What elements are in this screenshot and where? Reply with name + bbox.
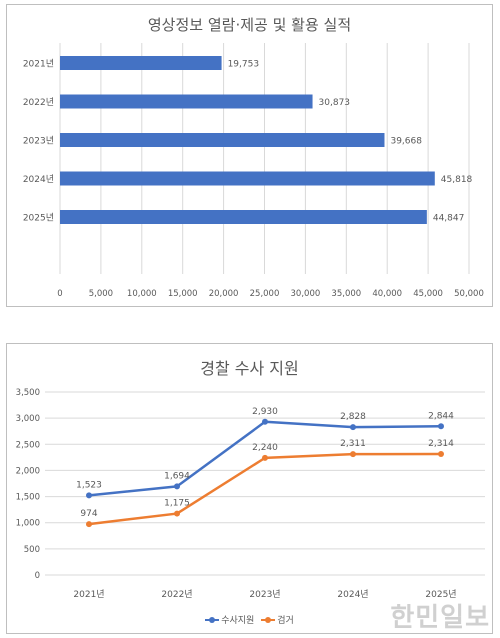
legend-item-arrest: 검거 (261, 613, 294, 626)
legend-item-investigation: 수사지원 (205, 613, 254, 626)
y-tick-label: 1,000 (16, 519, 40, 529)
bar-chart-title: 영상정보 열람·제공 및 활용 실적 (147, 16, 352, 34)
data-point (174, 483, 180, 490)
line-chart-legend: 수사지원 검거 (7, 613, 492, 626)
legend-label-investigation: 수사지원 (221, 616, 255, 626)
data-label: 2,844 (428, 411, 454, 421)
bar (60, 133, 385, 147)
data-label: 39,668 (390, 137, 422, 147)
data-point (262, 454, 268, 461)
data-label: 1,523 (76, 480, 102, 490)
legend-swatch-blue (205, 616, 220, 623)
x-tick-label: 15,000 (168, 289, 198, 299)
watermark-logo: 한민일보 (390, 603, 490, 633)
bar-chart-plot: 0 5,000 10,000 15,000 20,000 25,000 30,000 35,0… (23, 43, 484, 299)
x-tick-label: 35,000 (331, 289, 361, 299)
x-tick-label: 50,000 (454, 289, 484, 299)
y-tick-label: 2025년 (23, 213, 54, 224)
y-tick-label: 2022년 (23, 97, 54, 108)
data-label: 44,847 (433, 214, 465, 224)
x-tick-label: 2025년 (425, 589, 456, 600)
data-point (174, 510, 180, 517)
bar-chart-panel: 영상정보 열람·제공 및 활용 실적 0 5,000 10,000 15,000 20,… (6, 4, 493, 307)
y-tick-label: 0 (35, 571, 40, 581)
data-label: 2,930 (252, 407, 278, 417)
x-tick-label: 2022년 (161, 589, 192, 600)
data-point (438, 423, 444, 430)
y-tick-label: 2,000 (16, 466, 40, 476)
x-tick-label: 0 (57, 289, 62, 299)
data-label: 1,694 (164, 471, 190, 481)
y-tick-label: 3,500 (16, 388, 40, 398)
legend-label-arrest: 검거 (277, 616, 294, 626)
y-tick-label: 3,000 (16, 414, 40, 424)
data-point (262, 418, 268, 425)
y-tick-label: 2024년 (23, 174, 54, 185)
x-tick-label: 30,000 (291, 289, 321, 299)
y-tick-label: 500 (24, 545, 40, 555)
data-label: 45,818 (441, 175, 473, 185)
y-tick-label: 2021년 (23, 59, 54, 70)
data-point (86, 492, 92, 499)
line-chart-title: 경찰 수사 지원 (200, 359, 299, 378)
y-tick-label: 2,500 (16, 440, 40, 450)
bar (60, 56, 222, 70)
line-chart-panel: 경찰 수사 지원 0 500 1,000 1,500 2,000 2,500 3,000 3,… (6, 343, 493, 634)
data-point (438, 451, 444, 458)
data-point (350, 424, 356, 431)
x-tick-label: 25,000 (250, 289, 280, 299)
x-tick-label: 5,000 (89, 289, 113, 299)
x-tick-label: 2021년 (73, 589, 104, 600)
x-tick-label: 20,000 (209, 289, 239, 299)
x-tick-label: 2024년 (337, 589, 368, 600)
data-label: 1,175 (164, 499, 190, 509)
data-label: 974 (80, 509, 97, 519)
data-label: 2,828 (340, 412, 366, 422)
bar (60, 210, 427, 224)
y-tick-label: 1,500 (16, 493, 40, 503)
x-tick-label: 40,000 (372, 289, 402, 299)
data-label: 2,311 (340, 439, 366, 449)
data-label: 2,240 (252, 443, 278, 453)
data-label: 19,753 (228, 60, 259, 70)
bar (60, 171, 435, 186)
x-tick-label: 10,000 (127, 289, 157, 299)
data-label: 30,873 (319, 98, 351, 108)
line-chart-plot: 0 500 1,000 1,500 2,000 2,500 3,000 3,500 2021년 2… (16, 388, 485, 600)
data-label: 2,314 (428, 439, 454, 449)
x-tick-label: 45,000 (413, 289, 443, 299)
legend-swatch-orange (261, 616, 276, 623)
data-point (350, 451, 356, 458)
y-tick-label: 2023년 (23, 136, 54, 147)
bar (60, 94, 313, 109)
x-tick-label: 2023년 (249, 589, 280, 600)
data-point (86, 521, 92, 528)
